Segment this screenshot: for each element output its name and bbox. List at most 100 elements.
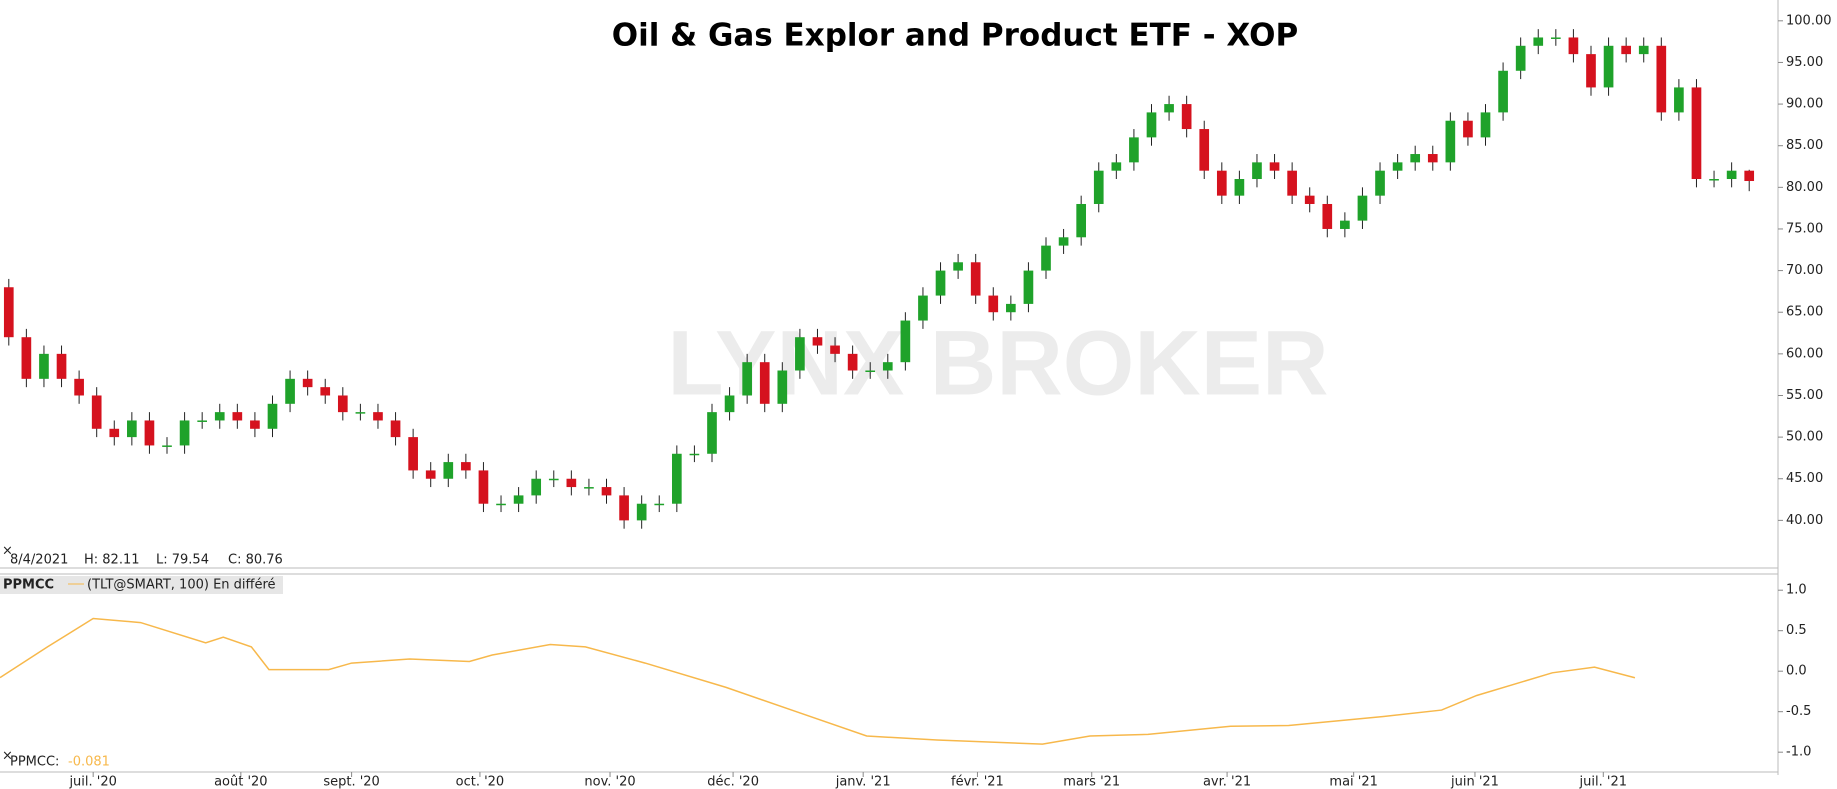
candle-body bbox=[1480, 112, 1491, 138]
candle-body bbox=[988, 295, 999, 313]
candle-body bbox=[1216, 170, 1227, 196]
candle-body bbox=[742, 362, 752, 396]
candle-body bbox=[1744, 170, 1755, 182]
candle-body bbox=[1023, 270, 1034, 304]
candle-body bbox=[1111, 162, 1122, 171]
candle-body bbox=[1199, 129, 1210, 171]
x-tick-label: avr. '21 bbox=[1203, 775, 1251, 789]
current-label: PPMCC: bbox=[10, 755, 59, 770]
candle-body bbox=[144, 420, 155, 446]
candle-body bbox=[1410, 154, 1421, 163]
candle-body bbox=[302, 378, 313, 388]
candle-body bbox=[478, 470, 489, 504]
current-value: -0.081 bbox=[68, 755, 110, 770]
x-tick-label: mai '21 bbox=[1329, 775, 1378, 789]
y-tick-label: 65.00 bbox=[1786, 305, 1823, 320]
candle-body bbox=[1533, 37, 1544, 46]
y-tick-label: 60.00 bbox=[1786, 346, 1823, 361]
series-line bbox=[0, 617, 1636, 745]
y-tick-label: 45.00 bbox=[1786, 471, 1823, 486]
x-tick-label: févr. '21 bbox=[951, 775, 1004, 789]
candle-body bbox=[1550, 37, 1561, 39]
y-tick-label: 80.00 bbox=[1786, 180, 1823, 195]
candle-body bbox=[900, 320, 911, 363]
y-tick-label: 85.00 bbox=[1786, 138, 1823, 153]
indicator-subtitle: (TLT@SMART, 100) En différé bbox=[87, 578, 276, 593]
candle-body bbox=[882, 362, 893, 371]
y-tick-label: 0.5 bbox=[1786, 623, 1807, 638]
candle-body bbox=[918, 295, 928, 321]
candle-body bbox=[847, 353, 858, 371]
x-tick-label: sept. '20 bbox=[323, 775, 380, 789]
candle-body bbox=[953, 262, 963, 271]
candle-body bbox=[109, 428, 120, 438]
info-high: H: 82.11 bbox=[84, 553, 140, 568]
candle-body bbox=[531, 478, 542, 496]
x-tick-label: mars '21 bbox=[1063, 775, 1120, 789]
candle-body bbox=[197, 420, 208, 422]
x-tick-label: juil. '20 bbox=[68, 775, 116, 789]
candle-body bbox=[601, 487, 612, 496]
candle-body bbox=[1058, 237, 1069, 246]
y-tick-label: -1.0 bbox=[1786, 745, 1811, 760]
candle-body bbox=[1357, 195, 1368, 221]
y-tick-label: 95.00 bbox=[1786, 55, 1823, 70]
candle-body bbox=[1269, 162, 1280, 171]
candle-body bbox=[56, 353, 67, 379]
candle-body bbox=[1181, 104, 1192, 130]
candle-body bbox=[267, 403, 278, 429]
y-tick-label: 100.00 bbox=[1786, 13, 1832, 28]
candle-body bbox=[179, 420, 190, 446]
candle-body bbox=[1006, 303, 1016, 313]
candle-body bbox=[1322, 203, 1333, 229]
candle-body bbox=[935, 270, 946, 296]
candle-body bbox=[373, 412, 383, 421]
candle-body bbox=[91, 395, 102, 429]
chart-title: Oil & Gas Explor and Product ETF - XOP bbox=[612, 18, 1299, 54]
candle-body bbox=[390, 420, 401, 438]
candle-body bbox=[1340, 220, 1350, 229]
candle-body bbox=[1691, 87, 1702, 180]
candle-body bbox=[1568, 37, 1579, 55]
x-tick-label: juil. '21 bbox=[1579, 775, 1627, 789]
candle-body bbox=[1709, 179, 1719, 181]
candle-body bbox=[1498, 70, 1508, 113]
candle-body bbox=[1164, 104, 1174, 113]
candle-body bbox=[408, 437, 418, 471]
candle-body bbox=[671, 453, 682, 504]
candle-body bbox=[619, 495, 629, 521]
candle-body bbox=[21, 337, 32, 379]
candle-body bbox=[1674, 87, 1684, 113]
candle-body bbox=[1586, 54, 1596, 88]
indicator-header bbox=[0, 576, 283, 594]
candle-body bbox=[777, 370, 788, 404]
x-tick-label: août '20 bbox=[214, 775, 268, 789]
candle-body bbox=[1603, 45, 1614, 88]
candle-body bbox=[1287, 170, 1297, 196]
candle-body bbox=[830, 345, 840, 354]
candle-body bbox=[812, 337, 823, 346]
candle-body bbox=[689, 453, 700, 456]
candle-body bbox=[724, 395, 735, 413]
y-tick-label: -0.5 bbox=[1786, 704, 1811, 719]
y-tick-label: 50.00 bbox=[1786, 430, 1823, 445]
candle-body bbox=[865, 370, 876, 373]
candle-body bbox=[513, 495, 524, 504]
candle-body bbox=[1445, 120, 1456, 163]
candle-body bbox=[970, 262, 981, 296]
y-tick-label: 0.0 bbox=[1786, 664, 1807, 679]
candle-body bbox=[285, 378, 295, 404]
candle-body bbox=[496, 503, 506, 506]
candle-body bbox=[162, 445, 172, 447]
candle-body bbox=[1621, 45, 1631, 55]
y-tick-label: 55.00 bbox=[1786, 388, 1823, 403]
candle-body bbox=[1427, 154, 1438, 163]
candle-body bbox=[1041, 245, 1051, 271]
candle-body bbox=[355, 412, 366, 414]
y-tick-label: 1.0 bbox=[1786, 583, 1807, 598]
info-low: L: 79.54 bbox=[156, 553, 209, 568]
candle-body bbox=[1656, 45, 1667, 113]
candle-body bbox=[566, 478, 577, 488]
y-tick-label: 40.00 bbox=[1786, 513, 1823, 528]
candle-body bbox=[707, 412, 717, 454]
